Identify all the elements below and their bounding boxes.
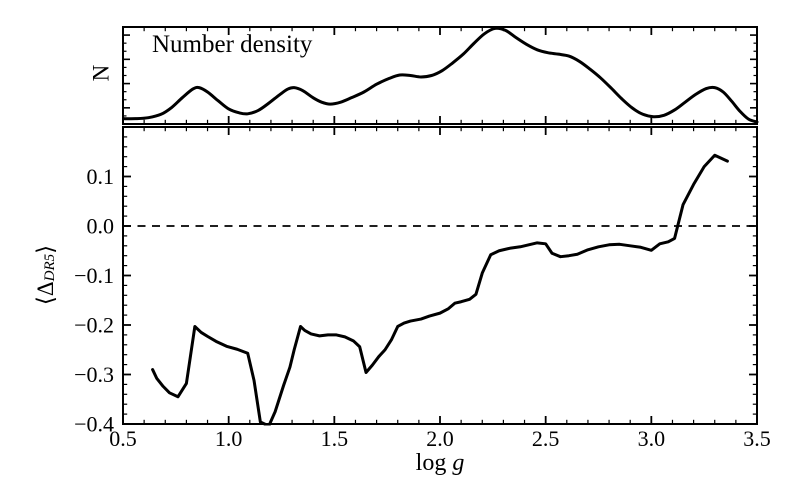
x-tick-label: 1.0 bbox=[215, 426, 243, 451]
y-tick-label: −0.4 bbox=[74, 412, 114, 437]
x-tick-label: 0.5 bbox=[109, 426, 137, 451]
number-density-curve bbox=[123, 26, 759, 124]
x-axis-label: log g bbox=[416, 450, 465, 476]
y-tick-label: −0.2 bbox=[74, 313, 114, 338]
x-tick-label: 1.5 bbox=[321, 426, 349, 451]
top-panel-ylabel: N bbox=[89, 64, 114, 81]
annotation-number-density: Number density bbox=[152, 31, 313, 58]
bottom-y-axis-ticks bbox=[123, 136, 757, 425]
y-tick-label: −0.1 bbox=[74, 263, 114, 288]
axis-labels: 0.5 1.0 1.5 2.0 2.5 3.0 3.5 0.1 0.0 −0.1 −0.2 −0.3 −… bbox=[33, 31, 771, 476]
top-y-axis-ticks bbox=[123, 34, 757, 117]
bottom-panel-ylabel: ⟨ΔDR5⟩ bbox=[33, 245, 59, 305]
x-tick-label: 2.5 bbox=[532, 426, 560, 451]
x-axis-ticks bbox=[122, 27, 758, 424]
bottom-panel-box bbox=[122, 126, 758, 425]
x-tick-label: 3.0 bbox=[638, 426, 666, 451]
x-tick-label: 3.5 bbox=[743, 426, 771, 451]
y-tick-label: 0.0 bbox=[87, 214, 115, 239]
x-tick-label: 2.0 bbox=[426, 426, 454, 451]
delta-dr5-curve bbox=[151, 153, 729, 426]
y-tick-label: 0.1 bbox=[87, 164, 115, 189]
y-tick-label: −0.3 bbox=[74, 362, 114, 387]
